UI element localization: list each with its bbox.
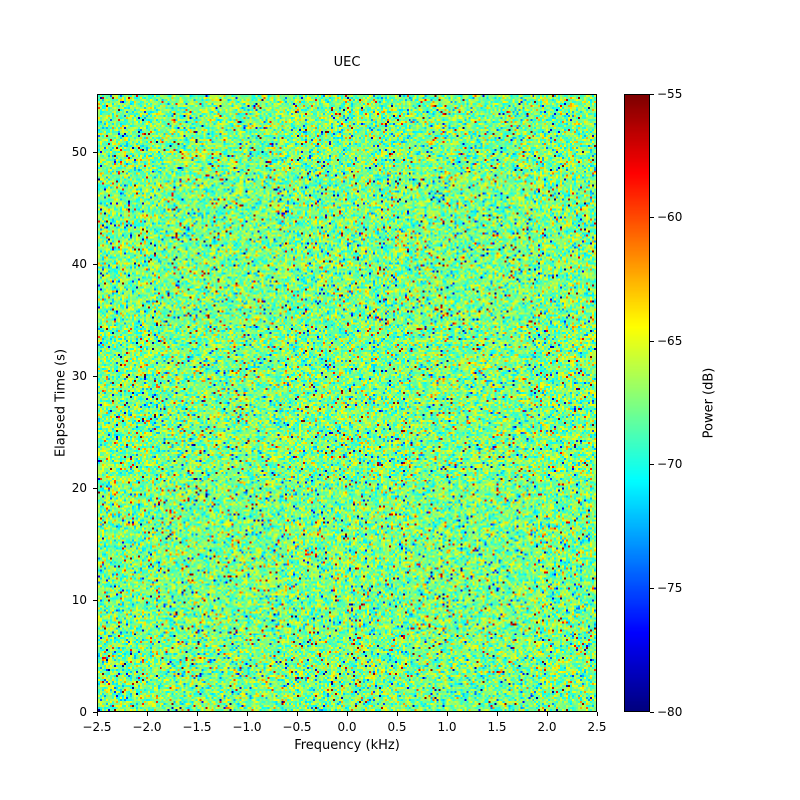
x-tick-mark [446,712,448,716]
x-tick-label: −2.5 [82,720,112,734]
colorbar-tick-label: −70 [657,457,683,472]
x-tick-mark [496,712,498,716]
colorbar [624,94,650,712]
x-tick-label: −2.0 [132,720,162,734]
colorbar-tick-mark [650,340,654,342]
x-tick-label: 1.0 [437,720,457,734]
y-tick-label: 40 [71,256,87,271]
y-tick-mark [93,375,97,377]
x-tick-label: 0.5 [387,720,407,734]
x-tick-label: 0.0 [337,720,357,734]
y-tick-mark [93,263,97,265]
x-tick-label: 2.0 [537,720,557,734]
colorbar-tick-mark [650,711,654,713]
heatmap-canvas [98,95,596,711]
x-tick-mark [96,712,98,716]
colorbar-tick-label: −60 [657,210,683,225]
colorbar-tick-label: −65 [657,333,683,348]
x-tick-mark [596,712,598,716]
heatmap-plot-area [97,94,597,712]
x-tick-label: −0.5 [282,720,312,734]
colorbar-tick-label: −80 [657,704,683,719]
x-tick-mark [346,712,348,716]
x-tick-mark [396,712,398,716]
x-tick-mark [196,712,198,716]
x-tick-label: −1.0 [232,720,262,734]
x-tick-mark [246,712,248,716]
colorbar-tick-label: −75 [657,580,683,595]
y-tick-label: 10 [71,592,87,607]
colorbar-gradient-canvas [625,95,649,711]
x-tick-mark [296,712,298,716]
x-tick-mark [146,712,148,716]
x-axis-label: Frequency (kHz) [294,738,400,753]
y-tick-label: 50 [71,144,87,159]
colorbar-tick-label: −55 [657,86,683,101]
y-tick-mark [93,487,97,489]
y-tick-mark [93,711,97,713]
y-tick-label: 0 [79,704,87,719]
y-tick-label: 30 [71,368,87,383]
x-tick-mark [546,712,548,716]
x-tick-label: 1.5 [487,720,507,734]
colorbar-label: Power (dB) [701,367,717,439]
y-tick-label: 20 [71,480,87,495]
chart-title: UEC [333,55,361,70]
y-tick-mark [93,599,97,601]
y-tick-mark [93,151,97,153]
y-axis-label: Elapsed Time (s) [53,348,69,458]
colorbar-tick-mark [650,464,654,466]
colorbar-tick-mark [650,587,654,589]
colorbar-tick-mark [650,217,654,219]
x-tick-label: 2.5 [587,720,607,734]
colorbar-tick-mark [650,93,654,95]
x-tick-label: −1.5 [182,720,212,734]
